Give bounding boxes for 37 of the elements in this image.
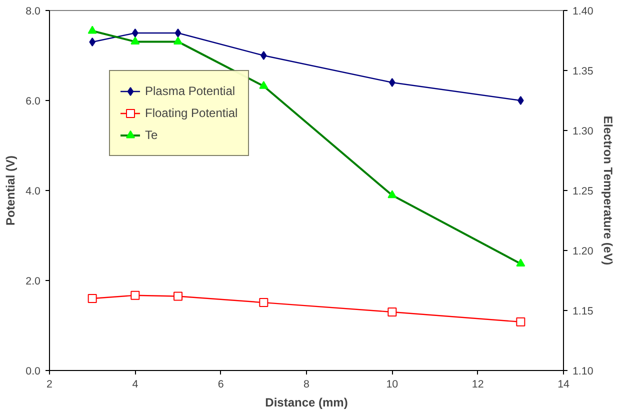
y2-tick-label: 1.25 [572,186,594,198]
x-tick-label: 10 [386,378,398,390]
point [388,308,397,316]
legend-label: Floating Potential [145,106,238,120]
point [259,298,268,308]
y-tick-label: 4.0 [26,186,41,198]
y2-tick-label: 1.20 [572,246,594,258]
point [516,317,526,326]
y-tick-label: 0.0 [26,366,41,378]
y-tick-label: 6.0 [26,96,41,108]
point [174,292,182,301]
x-tick-label: 6 [218,378,224,390]
legend-label: Te [145,128,159,142]
x-tick-label: 4 [132,378,138,390]
point [88,294,97,303]
y2-tick-label: 1.30 [572,126,594,138]
y2-tick-label: 1.15 [572,306,594,318]
y-tick-label: 8.0 [26,6,41,18]
point [132,28,138,38]
y2-tick-label: 1.40 [572,6,594,18]
x-tick-label: 12 [472,378,484,390]
point [518,96,524,105]
x-tick-label: 2 [46,378,53,390]
y2-tick-label: 1.35 [572,66,594,78]
y2-tick-label: 1.10 [572,366,594,378]
x-tick-label: 8 [304,378,310,390]
y-tick-label: 2.0 [26,276,41,288]
x-axis-title: Distance (mm) [265,396,348,410]
point [174,28,182,38]
point [389,78,396,87]
point [260,51,267,60]
y2-axis-title: Electron Temperature (eV) [601,116,616,266]
legend-label: Plasma Potential [145,84,236,98]
x-tick-label: 14 [558,378,570,390]
y-axis-title: Potential (V) [4,155,18,226]
point [130,290,140,300]
point [89,38,96,46]
